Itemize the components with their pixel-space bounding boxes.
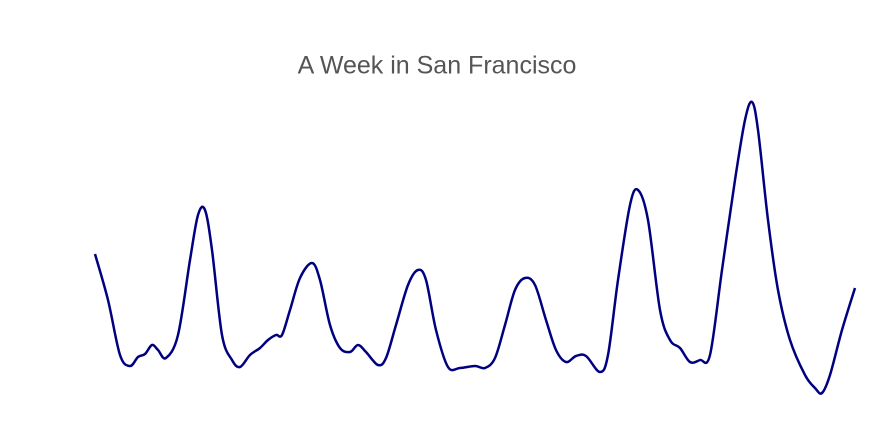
line: [93, 100, 857, 395]
chart-title: A Week in San Francisco: [298, 52, 577, 80]
